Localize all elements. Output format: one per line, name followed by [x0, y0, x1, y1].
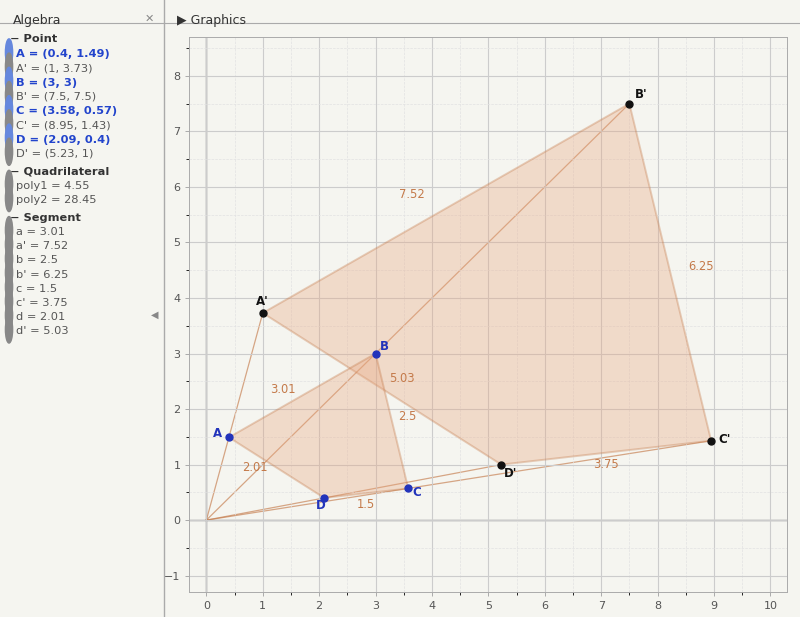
Text: poly2 = 28.45: poly2 = 28.45 [17, 195, 97, 205]
Circle shape [6, 67, 13, 94]
Circle shape [6, 259, 13, 286]
Circle shape [6, 39, 13, 66]
Circle shape [6, 231, 13, 258]
Circle shape [6, 124, 13, 151]
Text: C' = (8.95, 1.43): C' = (8.95, 1.43) [17, 120, 111, 130]
Text: B' = (7.5, 7.5): B' = (7.5, 7.5) [17, 92, 97, 102]
Text: poly1 = 4.55: poly1 = 4.55 [17, 181, 90, 191]
Text: a' = 7.52: a' = 7.52 [17, 241, 69, 251]
Circle shape [6, 184, 13, 212]
Circle shape [6, 217, 13, 244]
Text: ✕: ✕ [144, 14, 154, 23]
Text: − Quadrilateral: − Quadrilateral [10, 167, 110, 176]
Circle shape [6, 138, 13, 165]
Text: A' = (1, 3.73): A' = (1, 3.73) [17, 64, 93, 73]
Circle shape [6, 110, 13, 137]
Text: c = 1.5: c = 1.5 [17, 284, 58, 294]
Text: b' = 6.25: b' = 6.25 [17, 270, 69, 280]
Circle shape [6, 288, 13, 315]
Text: − Point: − Point [10, 34, 57, 44]
Text: Algebra: Algebra [13, 14, 62, 27]
Text: b = 2.5: b = 2.5 [17, 255, 58, 265]
Circle shape [6, 53, 13, 80]
Circle shape [6, 302, 13, 329]
Text: C = (3.58, 0.57): C = (3.58, 0.57) [17, 106, 118, 116]
Text: c' = 3.75: c' = 3.75 [17, 298, 68, 308]
Text: D = (2.09, 0.4): D = (2.09, 0.4) [17, 135, 110, 144]
Circle shape [6, 316, 13, 343]
Text: d = 2.01: d = 2.01 [17, 312, 66, 322]
Text: ◀: ◀ [151, 310, 158, 320]
Text: − Segment: − Segment [10, 213, 81, 223]
Text: A = (0.4, 1.49): A = (0.4, 1.49) [17, 49, 110, 59]
Circle shape [6, 81, 13, 109]
Text: a = 3.01: a = 3.01 [17, 227, 66, 237]
Circle shape [6, 96, 13, 123]
Circle shape [6, 170, 13, 197]
Circle shape [6, 273, 13, 300]
Text: B = (3, 3): B = (3, 3) [17, 78, 78, 88]
Text: ▶ Graphics: ▶ Graphics [177, 14, 246, 27]
Text: D' = (5.23, 1): D' = (5.23, 1) [17, 149, 94, 159]
Text: d' = 5.03: d' = 5.03 [17, 326, 69, 336]
Circle shape [6, 245, 13, 272]
